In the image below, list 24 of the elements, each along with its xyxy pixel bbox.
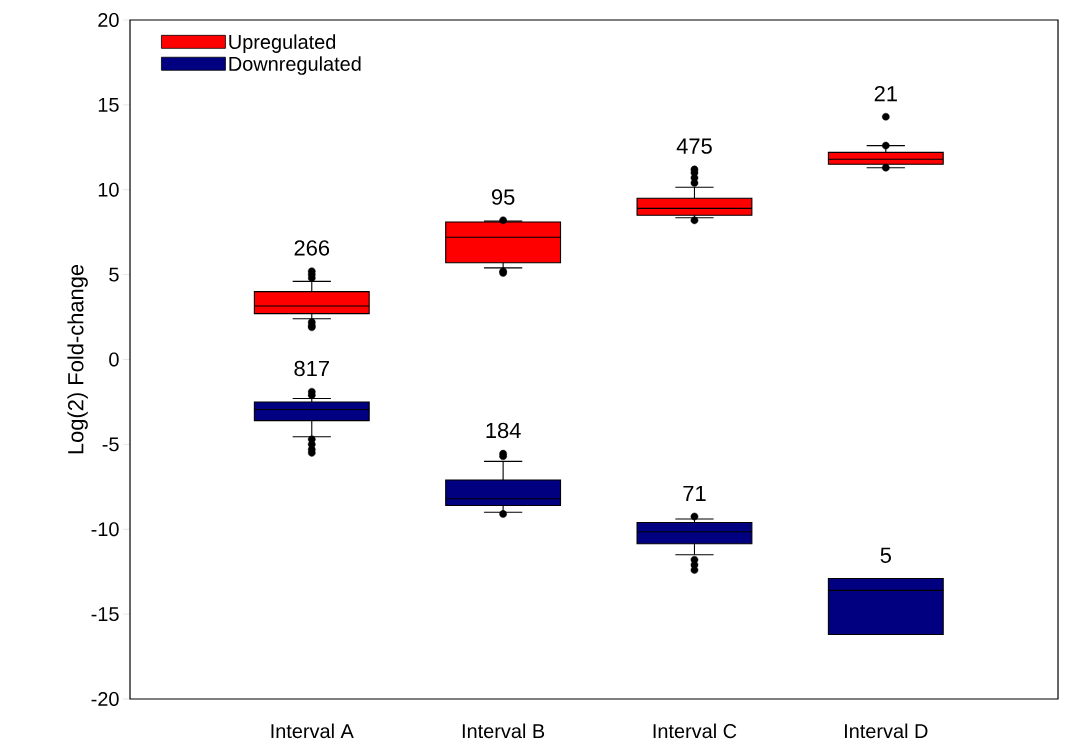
y-tick-label: 10 xyxy=(98,182,119,197)
y-tick-label: 0 xyxy=(109,352,119,367)
y-tick-label: -5 xyxy=(102,437,119,452)
annotation: 5 xyxy=(880,547,891,563)
y-tick-label: -20 xyxy=(91,691,119,707)
x-tick-label: Interval B xyxy=(462,723,545,739)
legend-label: Upregulated xyxy=(229,34,336,53)
x-tick-label: Interval C xyxy=(653,723,737,739)
annotation: 266 xyxy=(294,240,330,256)
y-tick-label: -10 xyxy=(91,522,119,537)
legend-label: Downregulated xyxy=(229,56,361,75)
y-axis-title: Log(2) Fold-change xyxy=(67,264,88,454)
y-tick-label: 15 xyxy=(98,97,119,112)
x-tick-label: Interval D xyxy=(845,723,928,739)
annotation: 817 xyxy=(294,360,329,377)
annotation: 21 xyxy=(874,85,897,102)
annotation: 475 xyxy=(676,138,712,154)
annotation: 95 xyxy=(491,189,515,205)
y-tick-label: 5 xyxy=(109,267,119,282)
y-tick-label: -15 xyxy=(91,607,119,622)
y-tick-label: 20 xyxy=(98,12,119,28)
annotation: 71 xyxy=(683,485,706,501)
annotation: 184 xyxy=(486,422,521,439)
x-tick-label: Interval A xyxy=(271,723,354,739)
